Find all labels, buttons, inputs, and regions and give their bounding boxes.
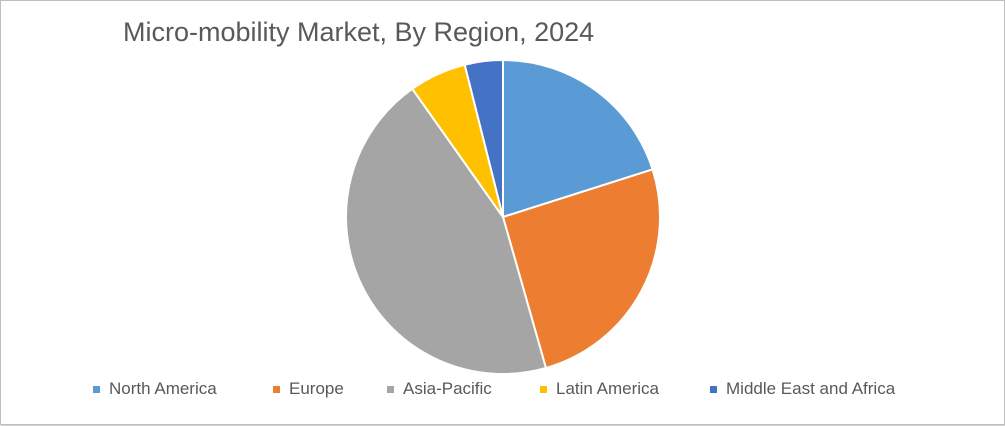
pie-slice-middle-east-and-africa	[463, 58, 504, 218]
pie-slice-europe	[501, 168, 661, 370]
legend-item-middle-east-and-africa: Middle East and Africa	[710, 379, 895, 399]
legend-label-asia-pacific: Asia-Pacific	[403, 379, 492, 398]
legend-item-north-america: North America	[93, 379, 217, 399]
legend-swatch-asia-pacific	[387, 385, 394, 393]
legend-swatch-latin-america	[540, 385, 547, 393]
legend-item-asia-pacific: Asia-Pacific	[387, 379, 492, 399]
legend-swatch-middle-east-and-africa	[710, 385, 717, 393]
legend-label-north-america: North America	[109, 379, 217, 398]
legend-swatch-europe	[273, 385, 280, 393]
legend-item-europe: Europe	[273, 379, 344, 399]
pie-slice-north-america	[502, 58, 654, 219]
chart-title: Micro-mobility Market, By Region, 2024	[123, 17, 595, 47]
legend-swatch-north-america	[93, 385, 100, 393]
legend-label-middle-east-and-africa: Middle East and Africa	[726, 379, 896, 398]
legend-label-latin-america: Latin America	[556, 379, 659, 398]
chart-legend: North America Europe Asia-Pacific Latin …	[1, 379, 1005, 405]
legend-label-europe: Europe	[289, 379, 344, 398]
legend-item-latin-america: Latin America	[540, 379, 659, 399]
pie-slice-asia-pacific	[345, 87, 548, 375]
pie-slices	[345, 58, 661, 375]
